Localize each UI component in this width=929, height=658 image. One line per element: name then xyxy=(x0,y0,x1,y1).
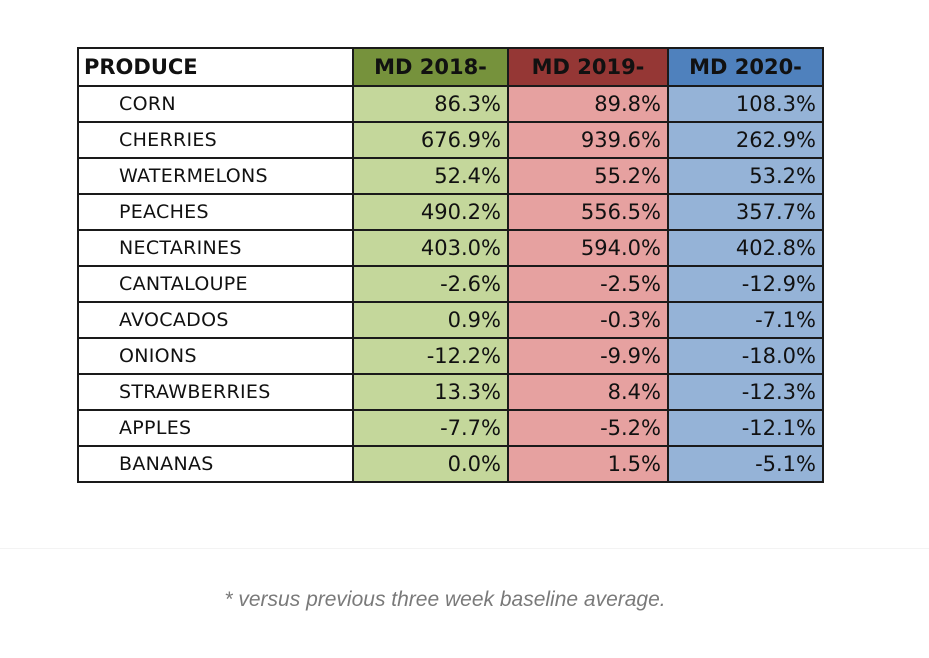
value-cell-2019: 939.6% xyxy=(507,121,669,159)
value-cell-2018: 403.0% xyxy=(352,229,509,267)
produce-name-cell: NECTARINES xyxy=(77,229,354,267)
value-cell-2018: 0.9% xyxy=(352,301,509,339)
value-cell-2020: -12.3% xyxy=(667,373,824,411)
value-cell-2020: -12.9% xyxy=(667,265,824,303)
table-row: WATERMELONS 52.4% 55.2% 53.2% xyxy=(77,157,824,195)
table-body: CORN 86.3% 89.8% 108.3% CHERRIES 676.9% 939.6%… xyxy=(77,85,824,483)
produce-name-cell: CHERRIES xyxy=(77,121,354,159)
produce-table-container: PRODUCE MD 2018- MD 2019- MD 2020- CORN 8… xyxy=(77,47,824,483)
value-cell-2018: -2.6% xyxy=(352,265,509,303)
value-cell-2020: -7.1% xyxy=(667,301,824,339)
footnote: * versus previous three week baseline av… xyxy=(224,588,666,611)
value-cell-2020: 402.8% xyxy=(667,229,824,267)
value-cell-2020: -5.1% xyxy=(667,445,824,483)
value-cell-2018: 52.4% xyxy=(352,157,509,195)
table-row: AVOCADOS 0.9% -0.3% -7.1% xyxy=(77,301,824,339)
produce-name-cell: PEACHES xyxy=(77,193,354,231)
value-cell-2020: 357.7% xyxy=(667,193,824,231)
produce-table: PRODUCE MD 2018- MD 2019- MD 2020- CORN 8… xyxy=(77,47,824,483)
value-cell-2019: -5.2% xyxy=(507,409,669,447)
table-row: APPLES -7.7% -5.2% -12.1% xyxy=(77,409,824,447)
value-cell-2019: -9.9% xyxy=(507,337,669,375)
value-cell-2020: 53.2% xyxy=(667,157,824,195)
value-cell-2019: 1.5% xyxy=(507,445,669,483)
year-header-2019: MD 2019- xyxy=(507,47,669,87)
year-header-2020: MD 2020- xyxy=(667,47,824,87)
value-cell-2019: -2.5% xyxy=(507,265,669,303)
produce-name-cell: AVOCADOS xyxy=(77,301,354,339)
value-cell-2019: 594.0% xyxy=(507,229,669,267)
value-cell-2020: -18.0% xyxy=(667,337,824,375)
value-cell-2020: 262.9% xyxy=(667,121,824,159)
table-row: ONIONS -12.2% -9.9% -18.0% xyxy=(77,337,824,375)
value-cell-2019: 55.2% xyxy=(507,157,669,195)
produce-name-cell: CORN xyxy=(77,85,354,123)
year-header-2018: MD 2018- xyxy=(352,47,509,87)
value-cell-2018: 490.2% xyxy=(352,193,509,231)
value-cell-2018: 86.3% xyxy=(352,85,509,123)
table-row: CHERRIES 676.9% 939.6% 262.9% xyxy=(77,121,824,159)
value-cell-2018: -7.7% xyxy=(352,409,509,447)
table-row: PEACHES 490.2% 556.5% 357.7% xyxy=(77,193,824,231)
value-cell-2020: -12.1% xyxy=(667,409,824,447)
table-row: CANTALOUPE -2.6% -2.5% -12.9% xyxy=(77,265,824,303)
table-row: NECTARINES 403.0% 594.0% 402.8% xyxy=(77,229,824,267)
value-cell-2018: 13.3% xyxy=(352,373,509,411)
table-header-row: PRODUCE MD 2018- MD 2019- MD 2020- xyxy=(77,47,824,87)
divider xyxy=(0,548,929,549)
value-cell-2019: 89.8% xyxy=(507,85,669,123)
table-row: STRAWBERRIES 13.3% 8.4% -12.3% xyxy=(77,373,824,411)
produce-name-cell: WATERMELONS xyxy=(77,157,354,195)
table-row: CORN 86.3% 89.8% 108.3% xyxy=(77,85,824,123)
value-cell-2019: 8.4% xyxy=(507,373,669,411)
table-row: BANANAS 0.0% 1.5% -5.1% xyxy=(77,445,824,483)
value-cell-2019: 556.5% xyxy=(507,193,669,231)
value-cell-2018: -12.2% xyxy=(352,337,509,375)
value-cell-2018: 0.0% xyxy=(352,445,509,483)
produce-name-cell: APPLES xyxy=(77,409,354,447)
produce-name-cell: ONIONS xyxy=(77,337,354,375)
value-cell-2020: 108.3% xyxy=(667,85,824,123)
produce-name-cell: CANTALOUPE xyxy=(77,265,354,303)
value-cell-2018: 676.9% xyxy=(352,121,509,159)
produce-name-cell: BANANAS xyxy=(77,445,354,483)
produce-header: PRODUCE xyxy=(77,47,354,87)
produce-name-cell: STRAWBERRIES xyxy=(77,373,354,411)
value-cell-2019: -0.3% xyxy=(507,301,669,339)
